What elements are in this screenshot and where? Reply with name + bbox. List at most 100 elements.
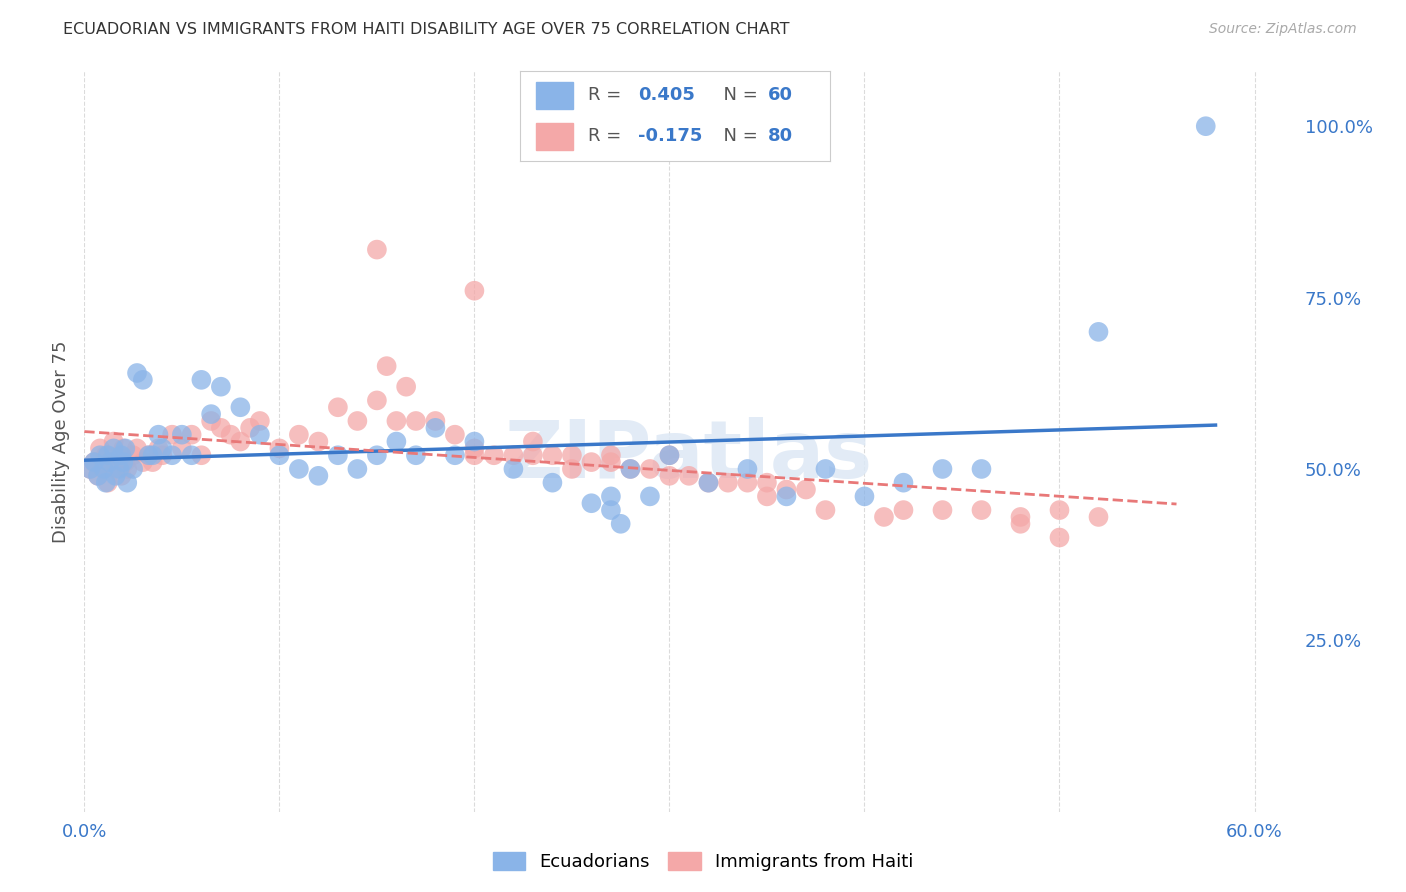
Point <box>697 475 720 490</box>
Point <box>97 475 120 490</box>
Point <box>794 483 817 497</box>
Point <box>122 462 145 476</box>
Point <box>229 401 252 415</box>
Point <box>609 516 631 531</box>
Point <box>219 427 242 442</box>
Text: N =: N = <box>711 128 763 145</box>
Point <box>160 427 183 442</box>
Point <box>108 448 131 462</box>
Point <box>893 503 915 517</box>
Point <box>737 462 759 476</box>
Legend: Ecuadorians, Immigrants from Haiti: Ecuadorians, Immigrants from Haiti <box>485 845 921 879</box>
Point <box>600 503 623 517</box>
Point <box>98 455 121 469</box>
Point <box>94 475 117 490</box>
Point <box>346 462 368 476</box>
Point <box>180 448 202 462</box>
Point <box>138 448 160 462</box>
Point <box>658 448 681 462</box>
Text: -0.175: -0.175 <box>638 128 702 145</box>
Point <box>737 475 759 490</box>
Point <box>775 489 797 503</box>
Point <box>346 414 368 428</box>
Point <box>658 468 681 483</box>
Point <box>239 421 262 435</box>
Point <box>444 448 467 462</box>
Bar <box>536 82 572 109</box>
Point <box>148 427 170 442</box>
Point <box>638 489 661 503</box>
Point <box>93 462 115 476</box>
Point <box>326 448 349 462</box>
Point <box>561 448 583 462</box>
Point <box>114 455 136 469</box>
Point <box>541 475 564 490</box>
Point <box>326 401 349 415</box>
Point <box>893 475 915 490</box>
Point <box>970 503 993 517</box>
Point <box>269 448 291 462</box>
Point <box>79 462 101 476</box>
Point <box>755 489 778 503</box>
Point <box>366 393 388 408</box>
Text: R =: R = <box>588 128 627 145</box>
Point <box>269 442 291 456</box>
Point <box>541 448 564 462</box>
Point <box>93 462 115 476</box>
Point <box>931 503 953 517</box>
Point <box>83 455 105 469</box>
Text: 60: 60 <box>768 87 793 104</box>
Point <box>1195 119 1218 133</box>
Point <box>132 455 155 469</box>
Point <box>94 448 117 462</box>
Point <box>138 448 160 462</box>
Point <box>142 448 165 462</box>
Point <box>366 243 388 257</box>
Point <box>502 448 524 462</box>
Point <box>160 448 183 462</box>
Point <box>200 407 222 421</box>
Bar <box>536 123 572 150</box>
Point <box>600 455 623 469</box>
Point <box>678 468 700 483</box>
Text: 80: 80 <box>768 128 793 145</box>
Point <box>307 468 329 483</box>
Point <box>1049 531 1071 545</box>
Point <box>425 414 447 428</box>
Text: N =: N = <box>711 87 763 104</box>
Point <box>395 380 418 394</box>
Point <box>229 434 252 449</box>
Point <box>117 475 139 490</box>
Point <box>385 414 408 428</box>
Point <box>482 448 505 462</box>
Point <box>180 427 202 442</box>
Point <box>375 359 398 373</box>
Point <box>98 455 121 469</box>
Point <box>561 462 583 476</box>
Point <box>288 427 311 442</box>
Point <box>132 373 155 387</box>
Point <box>89 448 111 462</box>
Point <box>1087 325 1109 339</box>
Point <box>1010 510 1032 524</box>
Text: Source: ZipAtlas.com: Source: ZipAtlas.com <box>1209 22 1357 37</box>
Point <box>619 462 641 476</box>
Point <box>89 442 111 456</box>
Point <box>110 468 132 483</box>
Point <box>1049 503 1071 517</box>
Y-axis label: Disability Age Over 75: Disability Age Over 75 <box>52 340 70 543</box>
Text: R =: R = <box>588 87 627 104</box>
Point <box>148 442 170 456</box>
Point <box>150 442 173 456</box>
Point <box>307 434 329 449</box>
Point <box>522 448 544 462</box>
Point <box>190 448 212 462</box>
Point <box>108 462 131 476</box>
Point <box>288 462 311 476</box>
Point <box>658 448 681 462</box>
Point <box>97 448 120 462</box>
Point <box>405 414 427 428</box>
Point <box>190 373 212 387</box>
Point <box>1087 510 1109 524</box>
Point <box>581 496 603 510</box>
